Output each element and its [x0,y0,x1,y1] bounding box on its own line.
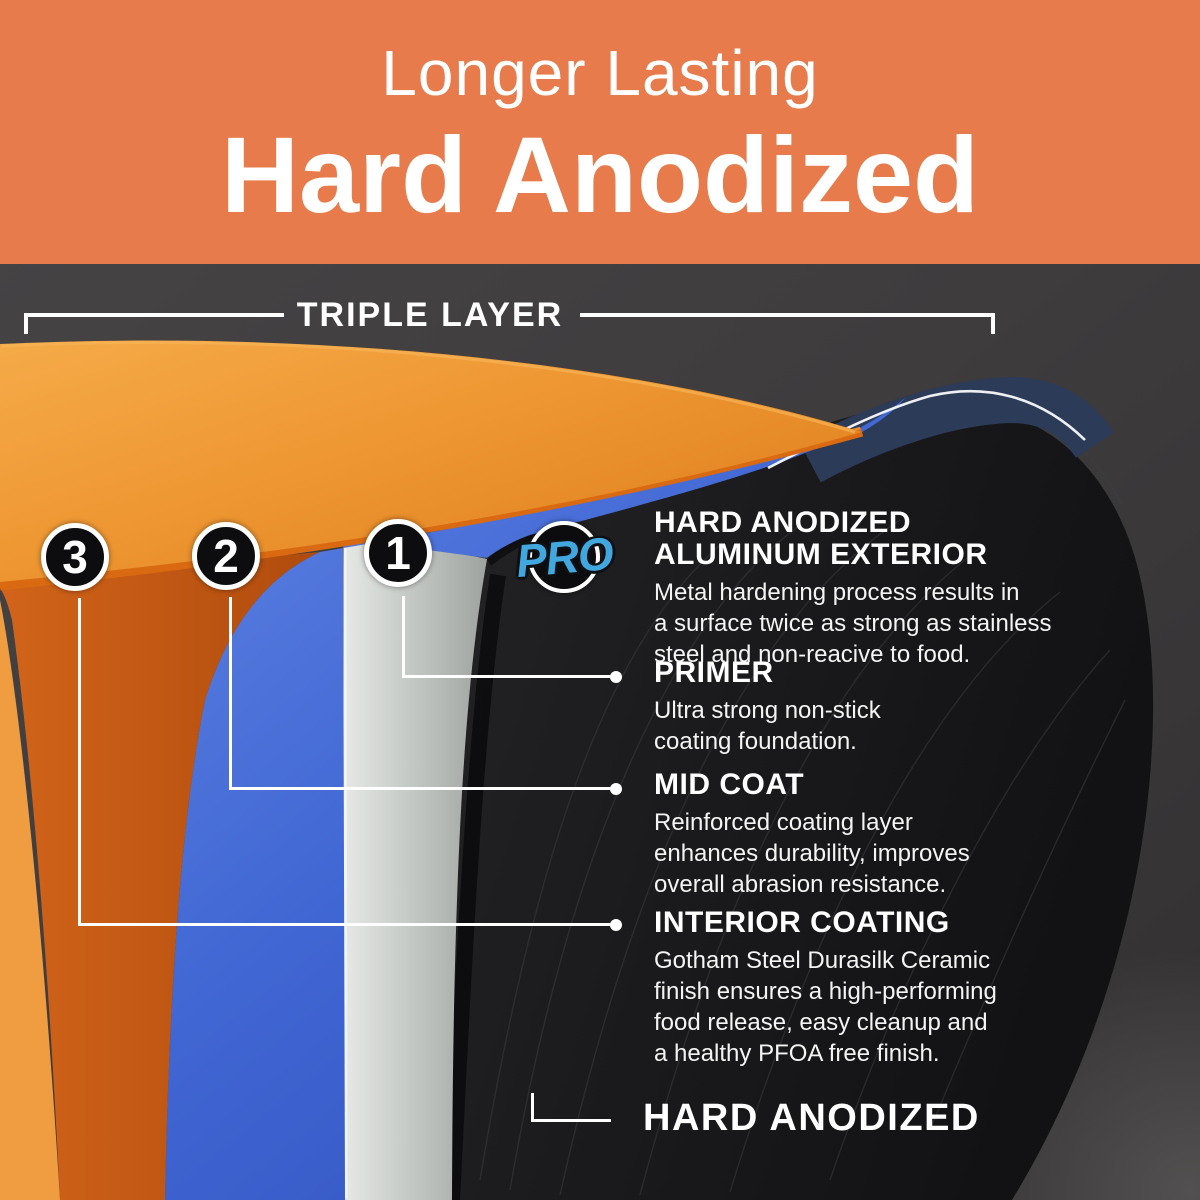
triple-layer-label: TRIPLE LAYER [296,296,564,334]
bracket-line-left [24,313,284,317]
pro-badge: PRO [514,521,614,593]
annotation-title: HARD ANODIZED ALUMINUM EXTERIOR [654,506,988,571]
callout-1-stem-vertical [402,596,405,678]
annotation-title: INTERIOR COATING [654,906,950,939]
annotation-body: Metal hardening process results in a sur… [654,579,1052,668]
callout-2-dot [610,783,622,795]
pro-badge-label: PRO [513,526,615,588]
callout-1-dot [610,671,622,683]
header-banner: Longer Lasting Hard Anodized [0,0,1200,264]
annotation-mid-coat: MID COAT Reinforced coating layer enhanc… [654,769,1114,900]
bracket-tick-right [991,313,995,334]
callout-number: 2 [213,530,239,582]
bracket-line-right [580,313,995,317]
callout-3-stem-horizontal [78,923,614,926]
bottom-label-elbow-horizontal [531,1119,611,1122]
callout-2-stem-vertical [229,597,232,790]
callout-3-stem-vertical [78,598,81,926]
annotation-body: Ultra strong non-stick coating foundatio… [654,697,881,755]
callout-number: 1 [385,527,411,579]
header-subtitle: Longer Lasting [381,37,819,109]
annotation-title: PRIMER [654,656,774,689]
callout-circle-2: 2 [192,522,260,590]
callout-circle-1: 1 [364,519,432,587]
callout-1-stem-horizontal [402,675,614,678]
annotation-interior-coating: INTERIOR COATING Gotham Steel Durasilk C… [654,907,1114,1069]
bottom-label-elbow-vertical [531,1093,534,1122]
annotation-primer: PRIMER Ultra strong non-stick coating fo… [654,657,1114,757]
annotation-body: Reinforced coating layer enhances durabi… [654,809,970,898]
callout-2-stem-horizontal [229,787,614,790]
annotation-exterior: HARD ANODIZED ALUMINUM EXTERIOR Metal ha… [654,507,1114,670]
hard-anodized-label: HARD ANODIZED [643,1097,980,1139]
callout-3-dot [610,919,622,931]
callout-circle-3: 3 [41,523,109,591]
annotation-title: MID COAT [654,768,805,801]
header-title: Hard Anodized [220,114,979,235]
callout-number: 3 [62,531,88,583]
annotation-body: Gotham Steel Durasilk Ceramic finish ens… [654,947,997,1067]
bracket-tick-left [24,313,28,334]
